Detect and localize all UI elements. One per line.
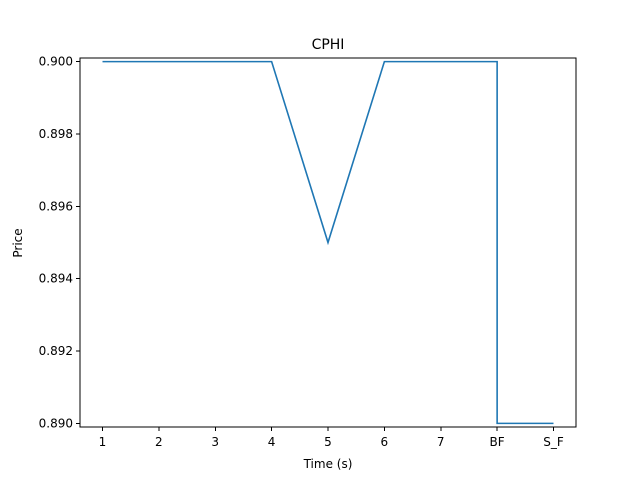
x-tick-label: BF xyxy=(490,435,505,449)
x-tick-label: 4 xyxy=(268,435,276,449)
y-tick-label: 0.898 xyxy=(39,127,73,141)
series-line xyxy=(102,60,554,425)
x-tick-label: 5 xyxy=(324,435,332,449)
x-tick-label: 2 xyxy=(155,435,163,449)
x-tick-label: S_F xyxy=(543,435,564,449)
x-axis-ticks: 1 2 3 4 5 6 7 BF S_F xyxy=(99,427,564,449)
x-axis-label: Time (s) xyxy=(303,457,353,471)
y-axis-ticks: 0.890 0.892 0.894 0.896 0.898 0.900 xyxy=(39,55,80,430)
y-tick-label: 0.892 xyxy=(39,344,73,358)
x-tick-label: 1 xyxy=(99,435,107,449)
chart-title: CPHI xyxy=(312,37,345,53)
x-tick-label: 3 xyxy=(211,435,219,449)
series-layer xyxy=(102,60,554,425)
y-tick-label: 0.894 xyxy=(39,272,73,286)
y-tick-label: 0.896 xyxy=(39,199,73,213)
y-tick-label: 0.890 xyxy=(39,416,73,430)
y-axis-label: Price xyxy=(11,228,25,257)
x-tick-label: 7 xyxy=(437,435,445,449)
axes-frame xyxy=(79,57,577,428)
x-tick-label: 6 xyxy=(381,435,389,449)
y-tick-label: 0.900 xyxy=(39,55,73,69)
